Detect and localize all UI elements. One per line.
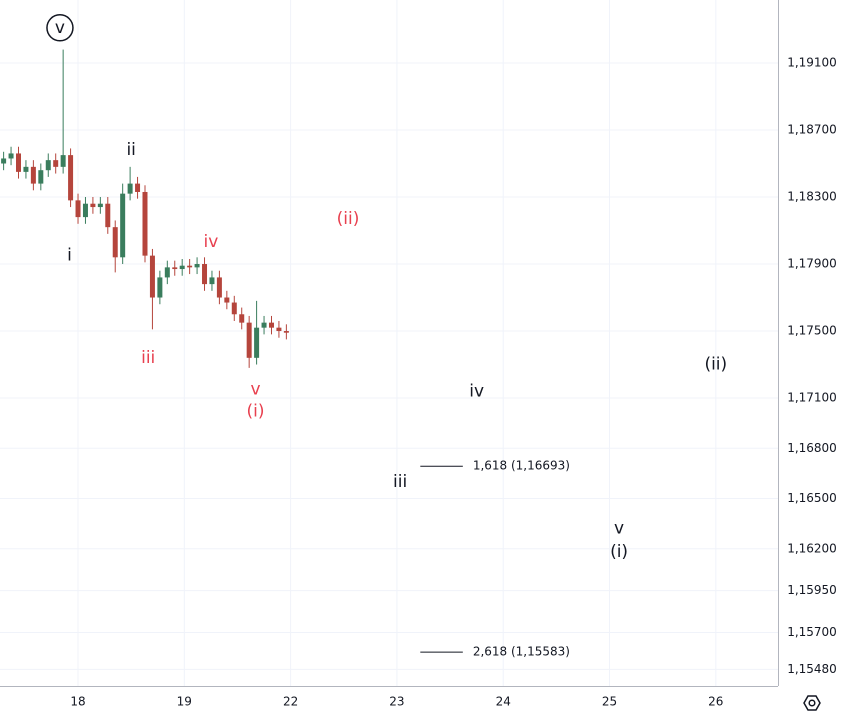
wave-label: iii xyxy=(393,472,407,492)
candle-body xyxy=(1,158,7,164)
candle-body xyxy=(105,203,111,228)
candle-body xyxy=(45,160,51,171)
x-tick-label: 22 xyxy=(283,695,298,709)
candle-body xyxy=(30,166,36,184)
y-tick-label: 1,19100 xyxy=(787,55,837,69)
wave-label: v xyxy=(614,519,624,539)
fib-level-label: 1,618 (1,16693) xyxy=(473,459,570,473)
x-tick-label: 24 xyxy=(496,695,511,709)
candle-body xyxy=(97,203,103,208)
candle-body xyxy=(127,183,133,194)
wave-label: iii xyxy=(141,348,155,368)
candle-body xyxy=(149,255,155,298)
y-tick-label: 1,16800 xyxy=(787,441,837,455)
x-tick-label: 23 xyxy=(389,695,404,709)
y-tick-label: 1,16200 xyxy=(787,541,837,555)
candle-body xyxy=(172,267,178,270)
wave-label: iv xyxy=(469,381,484,401)
wave-label: (i) xyxy=(610,542,628,562)
candle-body xyxy=(216,277,222,298)
candle-body xyxy=(120,193,126,258)
candle-body xyxy=(179,265,185,270)
candle-body xyxy=(224,297,230,303)
settings-hexagon[interactable] xyxy=(803,695,821,711)
candle-body xyxy=(194,264,200,268)
y-tick-label: 1,18300 xyxy=(787,190,837,204)
wave-label: iv xyxy=(203,232,218,252)
wave-label: i xyxy=(67,246,72,266)
candle-body xyxy=(276,327,282,332)
x-tick-label: 18 xyxy=(70,695,85,709)
y-tick-label: 1,15700 xyxy=(787,625,837,639)
candle-body xyxy=(38,170,44,184)
candle-body xyxy=(283,331,289,333)
y-tick-label: 1,17500 xyxy=(787,324,837,338)
candle-body xyxy=(246,322,252,358)
candle-body xyxy=(268,322,274,328)
x-tick-label: 25 xyxy=(602,695,617,709)
candle-body xyxy=(157,277,163,298)
y-tick-label: 1,15480 xyxy=(787,662,837,676)
candle-body xyxy=(60,155,66,167)
candle-body xyxy=(261,322,267,328)
candle-body xyxy=(112,227,118,258)
candle-body xyxy=(75,200,81,218)
y-tick-label: 1,15950 xyxy=(787,583,837,597)
candle-body xyxy=(202,264,208,285)
y-tick-label: 1,17900 xyxy=(787,257,837,271)
wave-label: (ii) xyxy=(704,355,727,375)
candle-body xyxy=(23,166,29,172)
candle-body xyxy=(68,155,74,201)
wave-label: v xyxy=(251,380,261,400)
wave-label: ii xyxy=(126,140,135,160)
candle-body xyxy=(90,203,96,208)
wave-label: (ii) xyxy=(337,209,360,229)
y-tick-label: 1,17100 xyxy=(787,391,837,405)
candle-body xyxy=(187,265,193,268)
candle-body xyxy=(135,183,141,192)
candle-body xyxy=(209,277,215,285)
candle-body xyxy=(53,160,59,167)
x-tick-label: 26 xyxy=(708,695,723,709)
candle-body xyxy=(82,203,88,218)
wave-label: (i) xyxy=(247,401,265,421)
candle-body xyxy=(8,153,14,159)
settings-button[interactable] xyxy=(803,695,821,711)
candle-body xyxy=(15,153,21,172)
wave-label-circle xyxy=(46,14,74,42)
candle-body xyxy=(254,327,260,358)
wave-label: v xyxy=(55,18,65,38)
settings-dot[interactable] xyxy=(808,699,816,707)
y-tick-label: 1,18700 xyxy=(787,122,837,136)
candle-body xyxy=(142,191,148,256)
y-tick-label: 1,16500 xyxy=(787,491,837,505)
candle-body xyxy=(164,267,170,278)
candle-body xyxy=(239,314,245,323)
fib-level-label: 2,618 (1,15583) xyxy=(473,645,570,659)
candle-body xyxy=(231,302,237,315)
x-tick-label: 19 xyxy=(177,695,192,709)
